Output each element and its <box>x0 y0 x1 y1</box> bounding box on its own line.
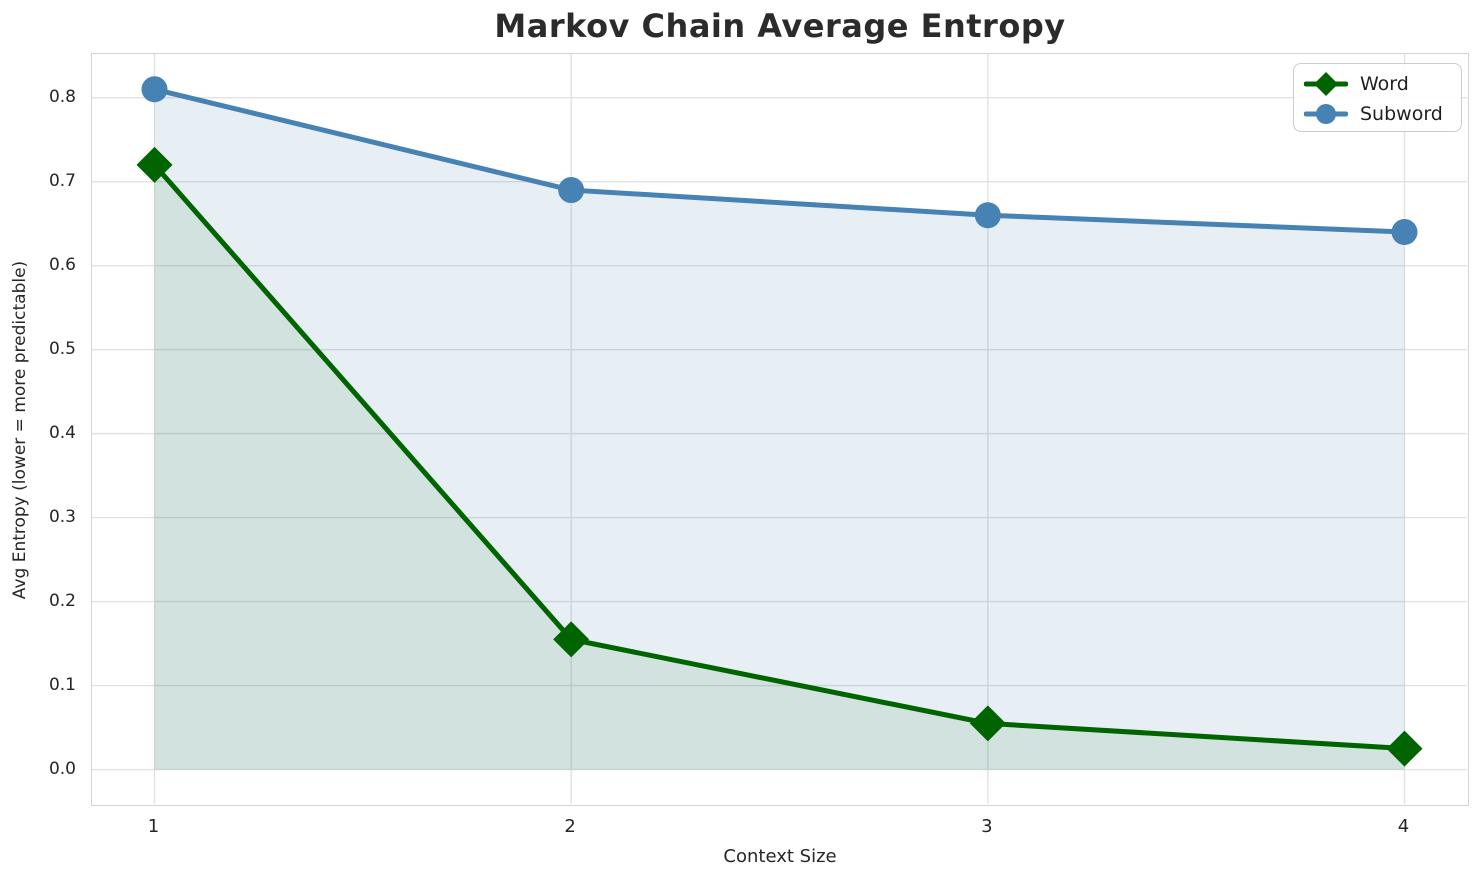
subword-marker <box>1391 219 1418 246</box>
y-tick-label: 0.7 <box>48 170 76 191</box>
word-marker <box>969 705 1006 742</box>
x-tick-label: 2 <box>564 816 576 837</box>
legend-label: Word <box>1360 73 1409 95</box>
y-tick-label: 0.5 <box>48 338 76 359</box>
plot-area <box>91 53 1469 806</box>
word-area <box>154 164 1405 770</box>
y-tick-label: 0.3 <box>48 506 76 527</box>
legend-item-word: Word <box>1304 69 1451 99</box>
y-tick-label: 0.8 <box>48 86 76 107</box>
subword-marker <box>558 177 585 204</box>
chart-canvas <box>92 54 1467 804</box>
chart-title: Markov Chain Average Entropy <box>494 7 1066 45</box>
y-tick-label: 0.6 <box>48 254 76 275</box>
subword-marker <box>974 202 1001 229</box>
subword-line <box>152 86 1407 235</box>
legend-label: Subword <box>1360 103 1443 125</box>
word-marker <box>136 146 173 183</box>
y-tick-label: 0.2 <box>48 590 76 611</box>
legend-item-subword: Subword <box>1304 99 1451 129</box>
y-tick-label: 0.4 <box>48 422 76 443</box>
x-tick-label: 4 <box>1397 816 1410 837</box>
x-tick-label: 1 <box>147 816 160 837</box>
word-marker <box>553 621 590 658</box>
subword-marker <box>141 76 168 103</box>
y-tick-label: 0.1 <box>48 674 76 695</box>
subword-area <box>154 89 1405 770</box>
word-marker <box>1386 730 1423 767</box>
x-axis-label: Context Size <box>723 846 837 867</box>
x-tick-label: 3 <box>981 816 993 837</box>
diamond-icon <box>1304 72 1348 96</box>
circle-icon <box>1304 104 1348 124</box>
y-tick-label: 0.0 <box>48 758 76 779</box>
legend: Word Subword <box>1293 63 1462 132</box>
word-line <box>152 162 1407 752</box>
